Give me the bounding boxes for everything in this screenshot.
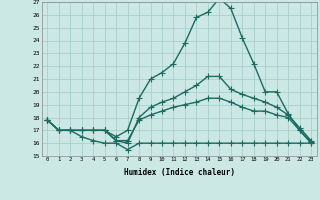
X-axis label: Humidex (Indice chaleur): Humidex (Indice chaleur) — [124, 168, 235, 177]
